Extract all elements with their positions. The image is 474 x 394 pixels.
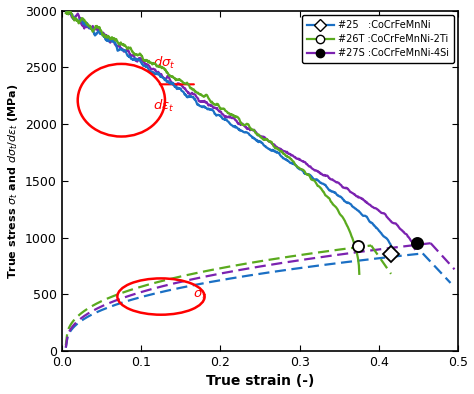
Text: $\sigma_t$: $\sigma_t$ [193, 289, 207, 302]
Text: $d\varepsilon_t$: $d\varepsilon_t$ [153, 98, 174, 114]
Y-axis label: True stress $\sigma_t$ and $d\sigma_t/d\varepsilon_t$ (MPa): True stress $\sigma_t$ and $d\sigma_t/d\… [6, 83, 19, 279]
Legend: #25   :CoCrFeMnNi, #26T :CoCrFeMnNi-2Ti, #27S :CoCrFeMnNi-4Si: #25 :CoCrFeMnNi, #26T :CoCrFeMnNi-2Ti, #… [302, 15, 454, 63]
X-axis label: True strain (-): True strain (-) [206, 374, 314, 388]
Text: $d\sigma_t$: $d\sigma_t$ [153, 55, 176, 71]
